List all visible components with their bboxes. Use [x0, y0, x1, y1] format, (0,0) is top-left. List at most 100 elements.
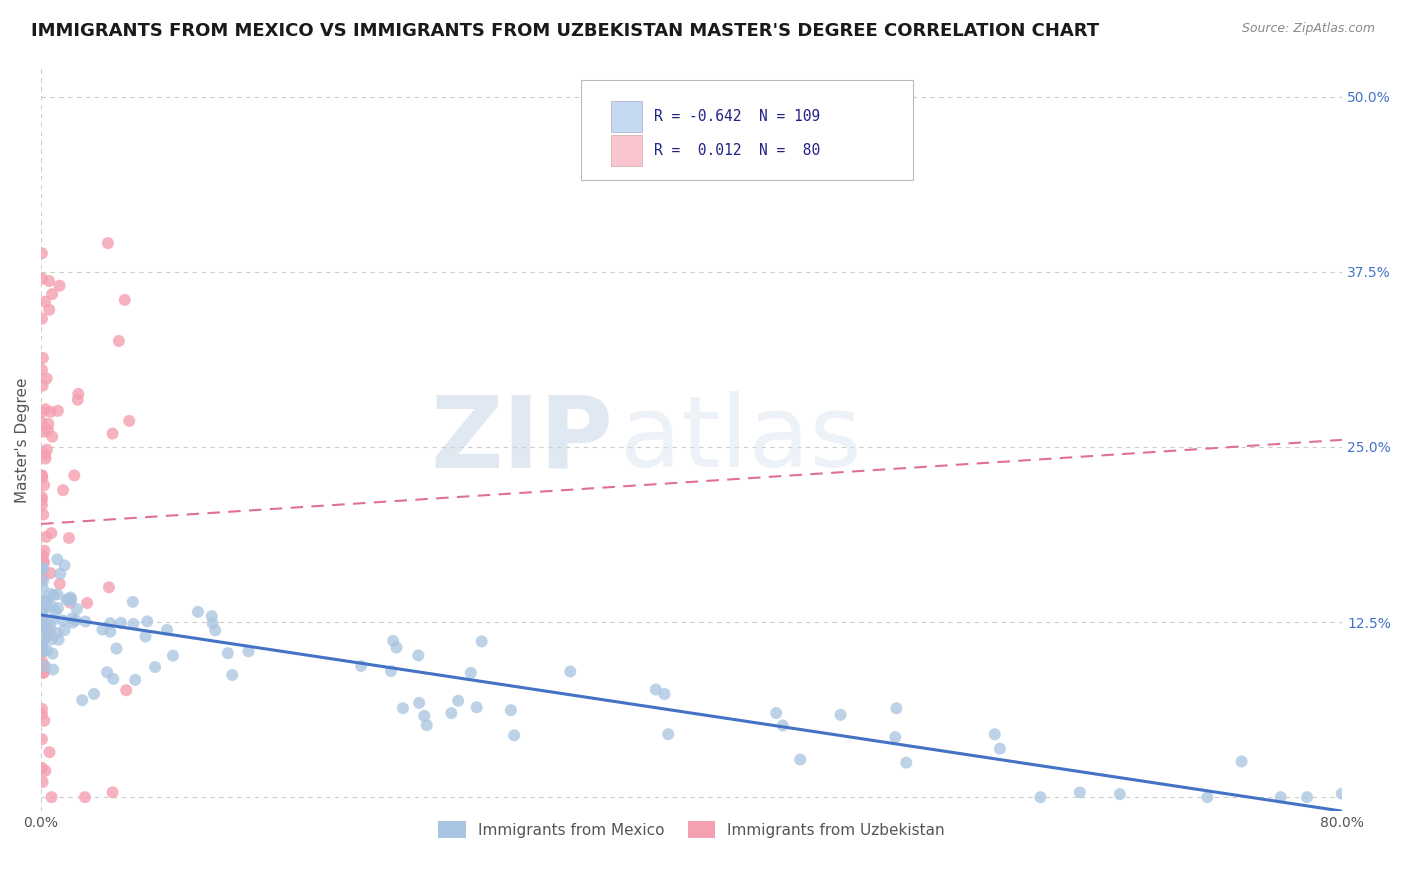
Point [465, 700, 488, 714]
Point [44, 605, 66, 619]
Point [96, 665, 118, 680]
Point [35, 530, 58, 544]
Text: R =  0.012  N =  80: R = 0.012 N = 80 [654, 143, 820, 158]
Point [34, 594, 56, 608]
Point [143, 660, 166, 674]
Point [830, 707, 852, 722]
Point [31, 662, 53, 676]
Point [34, 659, 56, 673]
Point [31, 618, 53, 632]
Point [34, 543, 56, 558]
Point [37, 594, 59, 608]
Point [39, 587, 62, 601]
Point [238, 644, 260, 658]
Point [217, 646, 239, 660]
Point [66, 392, 89, 407]
Point [31, 761, 53, 775]
Point [988, 741, 1011, 756]
Point [59, 596, 82, 610]
Point [350, 659, 373, 673]
Legend: Immigrants from Mexico, Immigrants from Uzbekistan: Immigrants from Mexico, Immigrants from … [432, 814, 950, 845]
Point [98, 616, 121, 631]
Point [35, 599, 58, 613]
Point [46, 601, 69, 615]
Point [31, 492, 53, 507]
Point [31, 639, 53, 653]
Point [97, 235, 120, 250]
Point [31, 635, 53, 649]
Point [121, 595, 143, 609]
Point [41, 526, 63, 541]
Point [32, 616, 55, 631]
Point [503, 728, 526, 742]
Point [91, 623, 114, 637]
Point [118, 414, 141, 428]
Point [31, 468, 53, 483]
Point [37, 417, 59, 431]
Point [58, 531, 80, 545]
Point [101, 426, 124, 441]
Point [385, 640, 408, 655]
Point [31, 499, 53, 513]
Point [42, 588, 65, 602]
Point [1270, 790, 1292, 805]
Point [31, 311, 53, 326]
Point [34, 294, 56, 309]
Point [34, 448, 56, 462]
Point [31, 707, 53, 722]
Point [440, 706, 463, 720]
Point [31, 621, 53, 635]
Point [201, 609, 224, 624]
Point [39, 624, 62, 638]
Point [499, 703, 522, 717]
Point [110, 615, 132, 630]
Point [62, 615, 84, 630]
Point [46, 626, 69, 640]
Point [53, 558, 76, 573]
Point [37, 628, 59, 642]
Point [66, 602, 89, 616]
Point [644, 682, 666, 697]
Point [37, 643, 59, 657]
Point [67, 387, 90, 401]
FancyBboxPatch shape [612, 101, 643, 132]
Point [31, 246, 53, 260]
Point [97, 580, 120, 594]
Point [886, 701, 908, 715]
FancyBboxPatch shape [612, 135, 643, 166]
Text: R = -0.642  N = 109: R = -0.642 N = 109 [654, 109, 820, 124]
Point [1029, 790, 1052, 805]
Point [560, 665, 582, 679]
Point [31, 405, 53, 419]
Point [32, 658, 55, 673]
Point [31, 561, 53, 575]
Point [115, 683, 138, 698]
FancyBboxPatch shape [581, 79, 912, 180]
Point [32, 478, 55, 492]
Point [31, 561, 53, 575]
Point [35, 442, 58, 457]
Point [156, 623, 179, 637]
Point [983, 727, 1005, 741]
Point [31, 640, 53, 655]
Point [103, 672, 125, 686]
Text: atlas: atlas [620, 392, 862, 488]
Point [34, 425, 56, 439]
Point [135, 630, 157, 644]
Point [32, 556, 55, 570]
Point [201, 616, 224, 631]
Point [38, 274, 60, 288]
Point [31, 606, 53, 620]
Point [52, 614, 75, 628]
Point [42, 663, 65, 677]
Point [31, 644, 53, 658]
Point [32, 665, 55, 680]
Point [41, 287, 63, 301]
Point [31, 271, 53, 285]
Point [38, 302, 60, 317]
Point [657, 727, 679, 741]
Point [46, 587, 69, 601]
Point [32, 574, 55, 588]
Point [32, 549, 55, 563]
Point [31, 565, 53, 579]
